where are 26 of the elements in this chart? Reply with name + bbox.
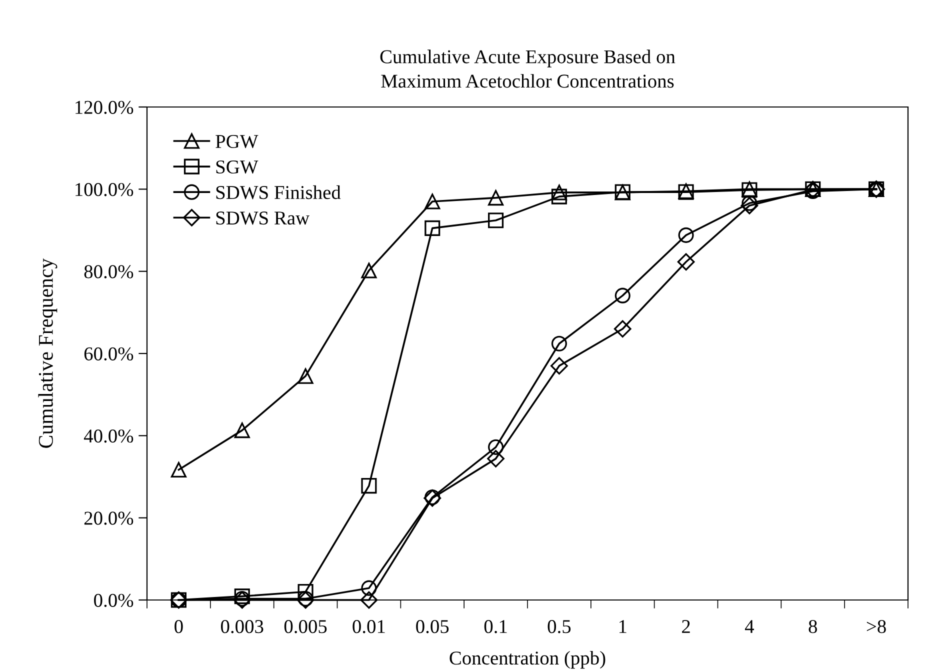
y-tick-label: 0.0% xyxy=(94,594,134,608)
legend-label: SDWS Finished xyxy=(216,185,341,200)
x-tick-label: 1 xyxy=(619,620,626,633)
y-tick-label: 80.0% xyxy=(84,265,134,278)
y-tick-label: 100.0% xyxy=(76,182,134,196)
y-tick-label: 20.0% xyxy=(84,512,134,525)
legend-label: PGW xyxy=(216,134,258,148)
x-tick-label: >8 xyxy=(866,620,886,634)
legend-label: SDWS Raw xyxy=(216,212,310,225)
x-tick-label: 0 xyxy=(174,620,183,634)
x-tick-label: 0.1 xyxy=(484,620,507,634)
chart-title: Cumulative Acute Exposure Based on Maximum Acetochlor Concentrations xyxy=(380,50,676,88)
x-tick-label: 0.05 xyxy=(416,620,449,634)
y-tick-label: 60.0% xyxy=(84,347,134,361)
y-tick-label: 120.0% xyxy=(76,100,134,114)
y-tick-label: 40.0% xyxy=(84,429,134,443)
x-tick-label: 4 xyxy=(744,620,754,633)
y-axis-title: Cumulative Frequency xyxy=(38,258,58,448)
x-tick-label: 2 xyxy=(682,620,690,633)
x-tick-label: 0.01 xyxy=(352,620,385,634)
x-tick-label: 0.5 xyxy=(548,620,571,634)
x-tick-label: 0.005 xyxy=(284,620,327,634)
x-tick-label: 0.003 xyxy=(220,620,264,634)
x-tick-label: 8 xyxy=(808,620,817,634)
legend-label: SGW xyxy=(216,160,258,174)
x-axis-title: Concentration (ppb) xyxy=(450,650,606,669)
